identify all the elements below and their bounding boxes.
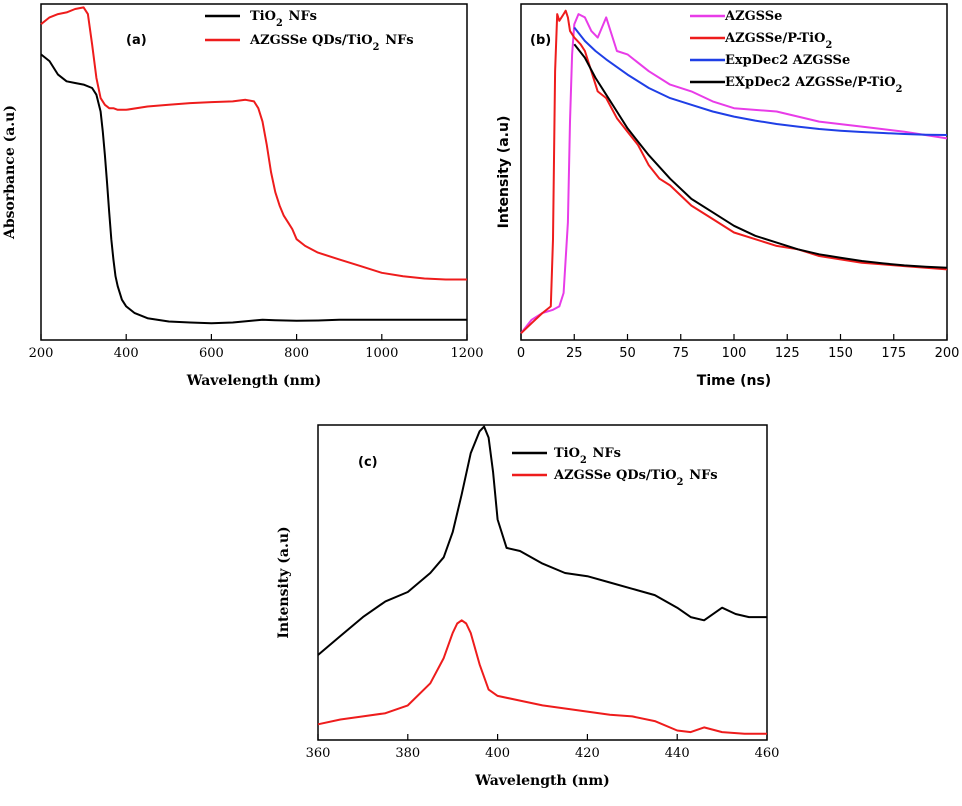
series-line-expdec2-azgsse-p-tio2 bbox=[573, 43, 948, 269]
x-tick-label: 50 bbox=[619, 346, 636, 361]
x-tick-label: 400 bbox=[485, 746, 510, 761]
x-tick-label: 125 bbox=[775, 346, 800, 361]
legend-entry-label: AZGSSe bbox=[724, 9, 782, 24]
panel-c-photoluminescence-chart: 360 380 400 420 440 460 Wavelength (nm) Intensi… bbox=[276, 424, 780, 789]
series-line-azgsse-qds-tio2-nfs bbox=[40, 6, 467, 281]
x-axis-label: Time (ns) bbox=[697, 373, 771, 389]
panel-a-absorbance-chart: 200 400 600 800 1000 1200 Wavelength (nm) Absor… bbox=[2, 3, 484, 389]
y-axis-label: Intensity (a.u) bbox=[496, 116, 512, 229]
series-line-azgsse-qds-tio2-nfs bbox=[317, 619, 767, 735]
series-line-expdec2-azgsse bbox=[573, 26, 948, 136]
legend-entry-label: AZGSSe/P-TiO2 bbox=[724, 31, 834, 51]
series-line-tio2-nfs bbox=[40, 53, 467, 325]
x-tick-label: 800 bbox=[284, 346, 309, 361]
panel-label: (c) bbox=[358, 455, 378, 470]
series-line-tio2-nfs bbox=[317, 425, 767, 656]
x-tick-label: 460 bbox=[755, 746, 780, 761]
legend-entry-label: EXpDec2 AZGSSe/P-TiO2 bbox=[725, 75, 904, 95]
x-tick-label: 200 bbox=[29, 346, 54, 361]
legend-entry-label: TiO2 NFs bbox=[250, 9, 317, 29]
x-axis-label: Wavelength (nm) bbox=[474, 773, 610, 789]
x-axis-label: Wavelength (nm) bbox=[186, 373, 322, 389]
x-tick-label: 400 bbox=[114, 346, 139, 361]
plot-frame bbox=[40, 3, 468, 341]
x-tick-label: 380 bbox=[395, 746, 420, 761]
legend-entry-label: ExpDec2 AZGSSe bbox=[725, 53, 850, 68]
legend-entry-label: AZGSSe QDs/TiO2 NFs bbox=[553, 468, 718, 488]
legend-entry-label: TiO2 NFs bbox=[554, 446, 621, 466]
x-tick-label: 600 bbox=[199, 346, 224, 361]
x-tick-label: 200 bbox=[935, 346, 960, 361]
x-tick-label: 0 bbox=[517, 346, 525, 361]
y-axis-label: Absorbance (a.u) bbox=[2, 105, 18, 240]
panel-label: (b) bbox=[530, 33, 551, 48]
y-axis-label: Intensity (a.u) bbox=[276, 526, 292, 638]
plot-frame bbox=[317, 424, 768, 741]
series-line-azgsse-p-tio2 bbox=[520, 9, 948, 335]
x-tick-label: 25 bbox=[566, 346, 583, 361]
x-tick-label: 150 bbox=[828, 346, 853, 361]
x-tick-label: 1000 bbox=[365, 346, 398, 361]
x-tick-label: 100 bbox=[722, 346, 747, 361]
legend-entry-label: AZGSSe QDs/TiO2 NFs bbox=[249, 33, 414, 53]
x-tick-label: 1200 bbox=[450, 346, 483, 361]
x-tick-label: 360 bbox=[306, 746, 331, 761]
x-tick-label: 420 bbox=[575, 746, 600, 761]
series-line-azgsse bbox=[520, 13, 948, 334]
panel-b-decay-chart: 0 25 50 75 100 125 150 175 200 Time (ns) Intensity… bbox=[496, 3, 960, 389]
x-tick-label: 75 bbox=[672, 346, 689, 361]
panel-label: (a) bbox=[126, 33, 147, 48]
x-tick-label: 440 bbox=[665, 746, 690, 761]
x-tick-label: 175 bbox=[881, 346, 906, 361]
